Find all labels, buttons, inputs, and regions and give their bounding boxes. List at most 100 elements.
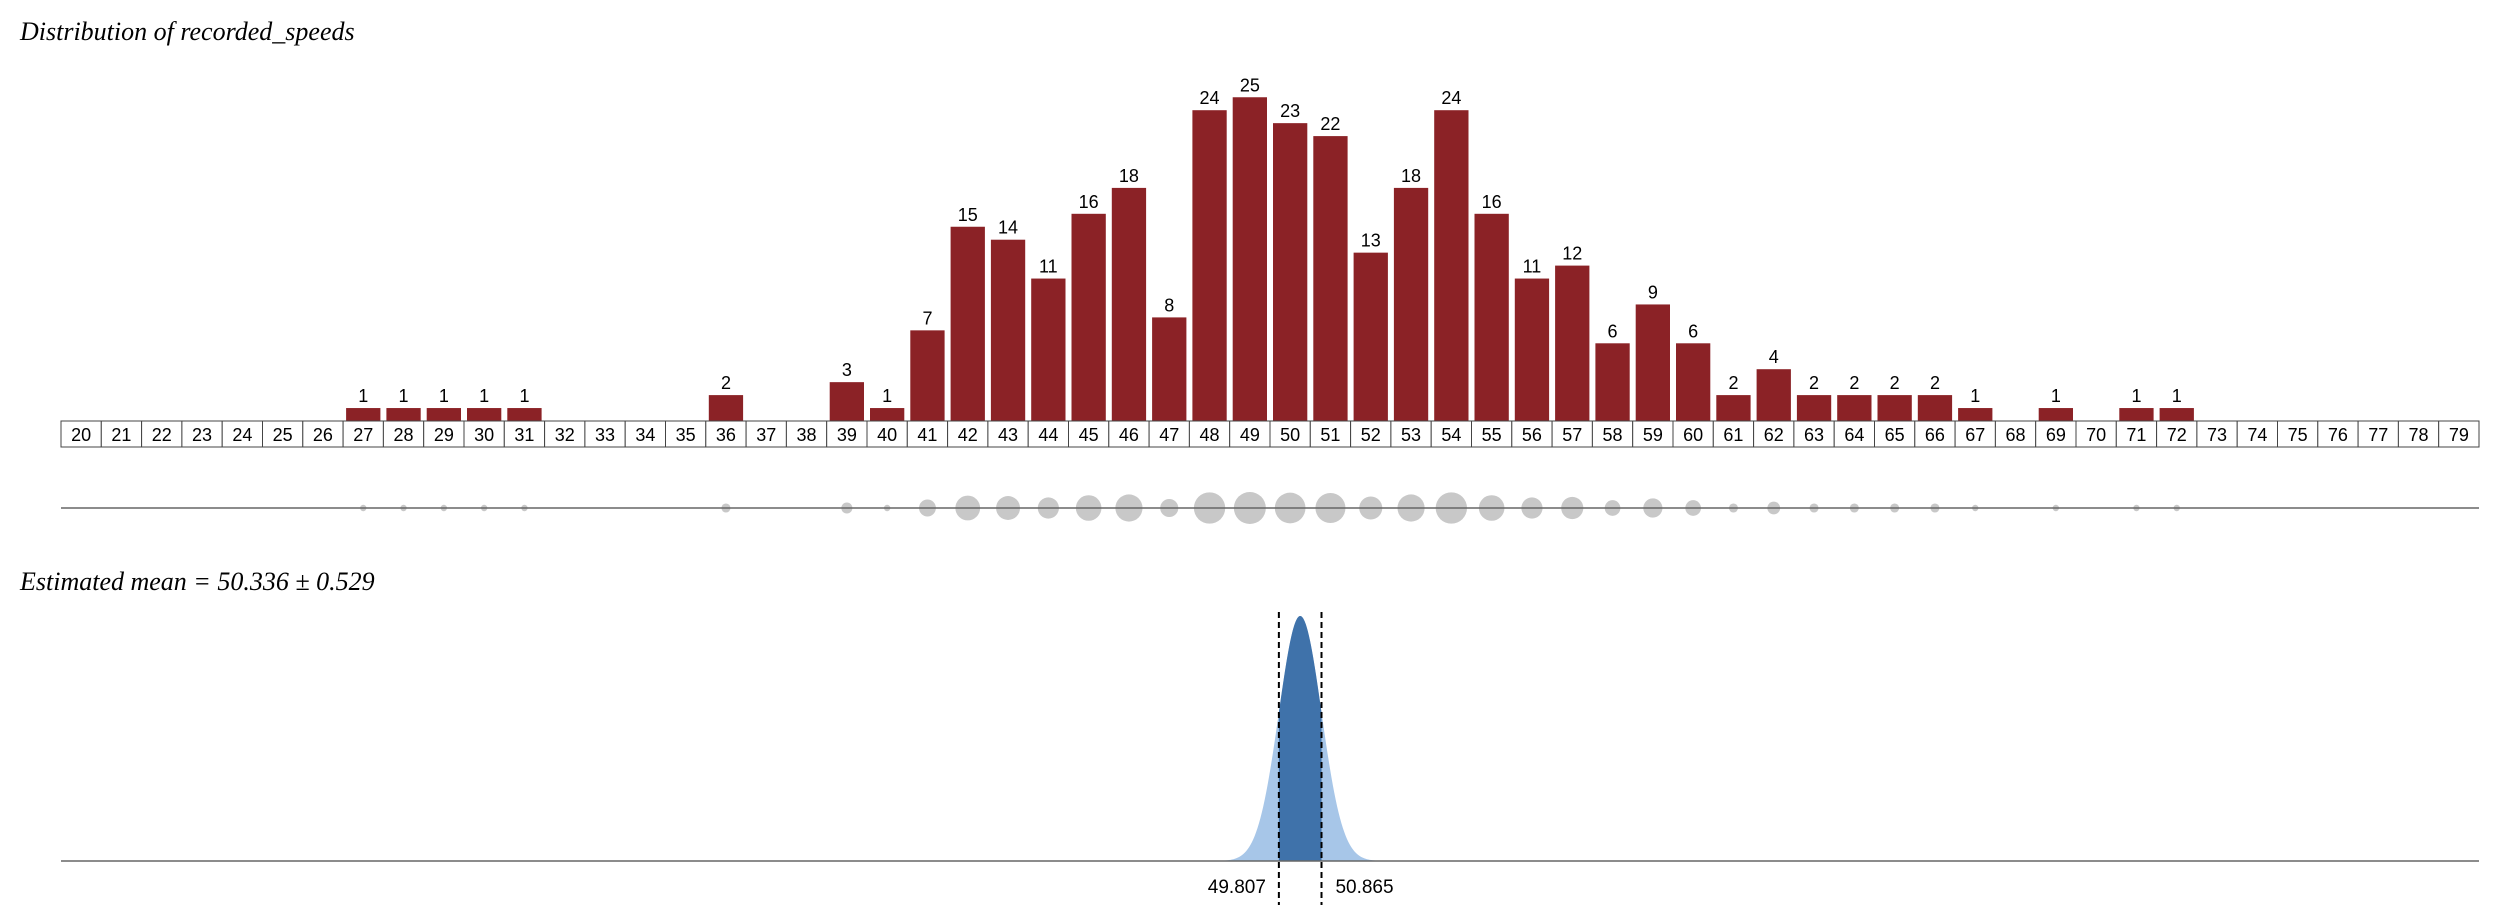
ci-lower-label: 49.807 — [1208, 877, 1266, 898]
x-tick-cell — [1471, 420, 1513, 448]
x-tick-label: 73 — [2207, 425, 2227, 445]
histogram-bar — [870, 408, 905, 421]
histogram-bar — [1273, 123, 1308, 422]
bar-count-label: 8 — [1164, 295, 1174, 315]
x-tick-cell — [584, 420, 626, 448]
histogram-bar — [1031, 278, 1066, 421]
x-tick-label: 56 — [1522, 425, 1542, 445]
x-tick-label: 65 — [1885, 425, 1905, 445]
x-tick-label: 37 — [756, 425, 776, 445]
histogram-count-labels: 1 1 1 1 123171514111618824252322131824161112… — [358, 75, 2182, 406]
x-tick-label: 49 — [1240, 425, 1260, 445]
histogram-bar — [426, 408, 461, 421]
x-tick-cell — [1632, 420, 1674, 448]
histogram-bar — [2159, 408, 2194, 421]
histogram-bar — [1071, 213, 1106, 421]
bar-count-label: 14 — [998, 218, 1018, 238]
histogram-bar — [1192, 110, 1227, 421]
bar-count-label: 1 — [519, 386, 529, 406]
histogram-bar — [1676, 343, 1711, 421]
histogram-bar — [1353, 252, 1388, 421]
bar-count-label: 24 — [1441, 88, 1461, 108]
bar-count-label: 2 — [721, 373, 731, 393]
x-tick-cell — [342, 420, 384, 448]
x-tick-cell — [1511, 420, 1553, 448]
x-tick-label: 76 — [2328, 425, 2348, 445]
x-tick-label: 28 — [394, 425, 414, 445]
x-tick-label: 55 — [1482, 425, 1502, 445]
x-tick-cell — [1874, 420, 1916, 448]
x-tick-cell — [2277, 420, 2319, 448]
histogram-bar — [1555, 265, 1590, 421]
bar-count-label: 1 — [882, 386, 892, 406]
x-tick-label: 64 — [1844, 425, 1864, 445]
x-tick-cell — [826, 420, 868, 448]
histogram-bar — [1232, 97, 1267, 421]
bar-count-label: 6 — [1608, 321, 1618, 341]
x-tick-cell — [60, 420, 102, 448]
x-tick-label: 50 — [1280, 425, 1300, 445]
histogram-bar — [507, 408, 542, 421]
histogram-bar — [1152, 317, 1187, 421]
x-tick-label: 57 — [1562, 425, 1582, 445]
x-tick-cell — [1994, 420, 2037, 448]
bar-count-label: 1 — [1970, 386, 1980, 406]
bar-count-label: 15 — [958, 205, 978, 225]
bar-count-label: 1 — [2172, 386, 2182, 406]
x-tick-label: 22 — [152, 425, 172, 445]
bar-count-label: 2 — [1849, 373, 1859, 393]
x-tick-cell — [866, 420, 908, 448]
x-tick-cell — [1027, 420, 1069, 448]
histogram-bar — [2038, 408, 2073, 421]
x-tick-label: 67 — [1965, 425, 1985, 445]
x-tick-cell — [1551, 420, 1593, 448]
x-tick-cell — [100, 420, 143, 448]
bar-count-label: 2 — [1728, 373, 1738, 393]
histogram-bar — [2119, 408, 2154, 421]
x-tick-label: 40 — [877, 425, 897, 445]
x-tick-label: 58 — [1603, 425, 1623, 445]
bar-count-label: 1 — [358, 386, 368, 406]
histogram-bar — [1877, 395, 1912, 421]
bar-count-label: 16 — [1079, 192, 1099, 212]
x-tick-label: 66 — [1925, 425, 1945, 445]
bar-count-label: 23 — [1280, 101, 1300, 121]
x-tick-cell — [2236, 420, 2278, 448]
x-tick-cell — [947, 420, 989, 448]
x-tick-label: 25 — [273, 425, 293, 445]
bar-count-label: 6 — [1688, 321, 1698, 341]
bar-count-label: 9 — [1648, 282, 1658, 302]
x-tick-cell — [262, 420, 304, 448]
histogram-bar — [1474, 213, 1509, 421]
bar-count-label: 7 — [922, 308, 932, 328]
x-tick-cell — [665, 420, 707, 448]
x-tick-label: 42 — [958, 425, 978, 445]
bar-count-label: 4 — [1769, 347, 1779, 367]
x-tick-label: 69 — [2046, 425, 2066, 445]
x-tick-cell — [1672, 420, 1714, 448]
x-tick-label: 20 — [71, 425, 91, 445]
histogram-bar — [1514, 278, 1550, 421]
x-tick-cell — [2397, 420, 2440, 448]
x-tick-label: 48 — [1200, 425, 1220, 445]
bar-count-label: 1 — [399, 386, 409, 406]
x-tick-cell — [1954, 420, 1996, 448]
mean-estimate-title: Estimated mean = 50.336 ± 0.529 — [19, 567, 375, 596]
x-tick-cell — [906, 420, 949, 448]
x-tick-label: 39 — [837, 425, 857, 445]
x-tick-cell — [785, 420, 828, 448]
x-tick-label: 62 — [1764, 425, 1784, 445]
x-tick-label: 75 — [2288, 425, 2308, 445]
histogram-bar — [386, 408, 421, 421]
x-tick-cell — [1833, 420, 1875, 448]
histogram-bars — [346, 97, 2194, 422]
bar-count-label: 13 — [1361, 231, 1381, 251]
histogram-bar — [708, 395, 744, 421]
x-tick-cell — [1390, 420, 1432, 448]
x-tick-cell — [705, 420, 747, 448]
x-tick-cell — [423, 420, 465, 448]
histogram-bar — [1716, 395, 1751, 421]
x-tick-label: 26 — [313, 425, 333, 445]
histogram-title: Distribution of recorded_speeds — [19, 17, 355, 46]
